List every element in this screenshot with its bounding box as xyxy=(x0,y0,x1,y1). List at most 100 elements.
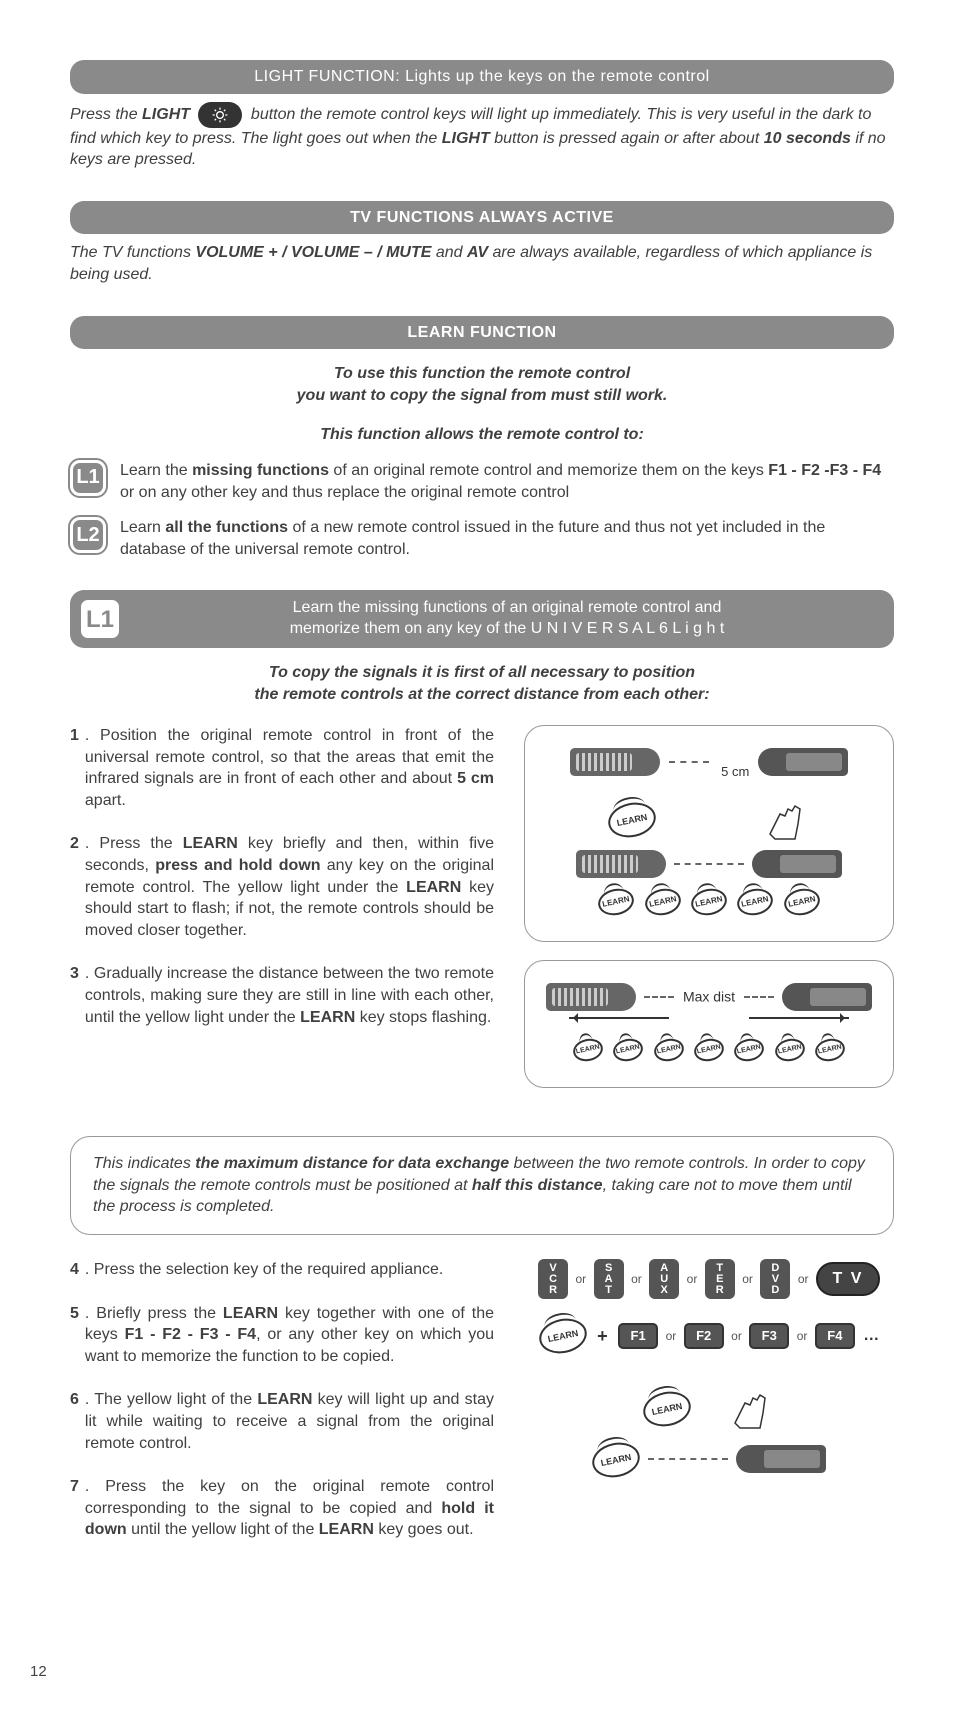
step-num: 4 xyxy=(70,1259,79,1281)
learn-key-icon: LEARN xyxy=(611,1036,645,1064)
dots-text: … xyxy=(863,1327,879,1344)
t: memorize them on any key of the U N I V … xyxy=(290,620,725,637)
learn-function-header: LEARN FUNCTION xyxy=(70,316,894,350)
learn-key-icon: LEARN xyxy=(813,1036,847,1064)
hand-icon xyxy=(725,1383,775,1433)
remote-icon xyxy=(736,1445,826,1473)
t: button is pressed again or after about xyxy=(490,130,764,147)
tv-functions-text: The TV functions VOLUME + / VOLUME – / M… xyxy=(70,242,894,285)
ter-key-icon: TER xyxy=(705,1259,735,1299)
remote-icon xyxy=(782,983,872,1011)
t: Press the xyxy=(70,106,142,123)
learn-key-icon: LEARN xyxy=(536,1314,590,1357)
or-text: or xyxy=(666,1329,677,1343)
t: 5 cm xyxy=(457,770,494,787)
dvd-key-icon: DVD xyxy=(760,1259,790,1299)
learn-key-icon: LEARN xyxy=(782,885,823,918)
learn-key-icon: LEARN xyxy=(735,885,776,918)
tv-functions-header: TV FUNCTIONS ALWAYS ACTIVE xyxy=(70,201,894,235)
t: . Press the selection key of the require… xyxy=(85,1259,443,1281)
f3-key-icon: F3 xyxy=(749,1323,789,1349)
sat-key-icon: SAT xyxy=(594,1259,624,1299)
t: LEARN xyxy=(257,1391,312,1408)
t: To copy the signals it is first of all n… xyxy=(269,664,695,681)
dash-line xyxy=(669,761,709,763)
t: 10 seconds xyxy=(764,130,851,147)
t: LEARN xyxy=(183,835,238,852)
device-select-row: VCR or SAT or AUX or TER or DVD or T V xyxy=(524,1259,894,1299)
t: . Press the key on the original remote c… xyxy=(85,1478,494,1517)
step-num: 3 xyxy=(70,963,79,1028)
diagram-box-1: 5 cm LEARN LEARN LEARN LEARN LEARN LEARN xyxy=(524,725,894,941)
or-text: or xyxy=(798,1272,809,1286)
t: and xyxy=(431,244,467,261)
dash-line xyxy=(644,996,674,998)
t: This indicates xyxy=(93,1155,195,1172)
or-text: or xyxy=(687,1272,698,1286)
learn-key-icon: LEARN xyxy=(596,885,637,918)
remote-icon xyxy=(752,850,842,878)
f4-key-icon: F4 xyxy=(815,1323,855,1349)
learn-key-icon: LEARN xyxy=(773,1036,807,1064)
t: of an original remote control and memori… xyxy=(329,462,768,479)
dash-line xyxy=(744,996,774,998)
t: the remote controls at the correct dista… xyxy=(254,686,709,703)
l1-sub-intro: To copy the signals it is first of all n… xyxy=(70,662,894,705)
t: LEARN xyxy=(223,1305,278,1322)
t: LIGHT xyxy=(142,106,190,123)
learn-key-icon: LEARN xyxy=(571,1036,605,1064)
function-key-row: LEARN + F1 or F2 or F3 or F4 … xyxy=(524,1319,894,1353)
step-7: 7 . Press the key on the original remote… xyxy=(70,1476,494,1541)
tv-key-icon: T V xyxy=(816,1262,880,1296)
dash-line xyxy=(674,863,744,865)
t: LEARN xyxy=(300,1009,355,1026)
t: or on any other key and thus replace the… xyxy=(120,484,569,501)
step-num: 7 xyxy=(70,1476,79,1541)
t: F1 - F2 -F3 - F4 xyxy=(768,462,881,479)
step-num: 2 xyxy=(70,833,79,941)
arrow-line xyxy=(537,1017,881,1027)
step-num: 1 xyxy=(70,725,79,811)
t: To use this function the remote control xyxy=(334,365,630,382)
learn-key-icon: LEARN xyxy=(652,1036,686,1064)
t: apart. xyxy=(85,792,126,809)
t: . The yellow light of the xyxy=(85,1391,257,1408)
step-2: 2 . Press the LEARN key briefly and then… xyxy=(70,833,494,941)
learn-pill-row: LEARN LEARN LEARN LEARN LEARN xyxy=(537,888,881,914)
remote-icon xyxy=(758,748,848,776)
aux-key-icon: AUX xyxy=(649,1259,679,1299)
t: you want to copy the signal from must st… xyxy=(297,387,668,404)
remote-icon xyxy=(546,983,636,1011)
hand-icon xyxy=(760,794,810,844)
t: AV xyxy=(467,244,488,261)
t: key stops flashing. xyxy=(355,1009,491,1026)
or-text: or xyxy=(742,1272,753,1286)
t: Learn xyxy=(120,519,165,536)
five-cm-label: 5 cm xyxy=(721,764,749,779)
l2-badge: L2 xyxy=(70,517,106,553)
learn-key-icon: LEARN xyxy=(689,885,730,918)
learn-key-icon: LEARN xyxy=(732,1036,766,1064)
max-dist-label: Max dist xyxy=(683,988,735,1004)
step-5: 5 . Briefly press the LEARN key together… xyxy=(70,1303,494,1368)
step-num: 5 xyxy=(70,1303,79,1368)
t: F1 - F2 - F3 - F4 xyxy=(125,1326,256,1343)
t: key goes out. xyxy=(374,1521,474,1538)
or-text: or xyxy=(731,1329,742,1343)
t: press and hold down xyxy=(155,857,320,874)
learn-sub-intro: This function allows the remote control … xyxy=(70,424,894,446)
t: LEARN xyxy=(406,879,461,896)
t: The TV functions xyxy=(70,244,195,261)
t: half this distance xyxy=(472,1177,603,1194)
or-text: or xyxy=(631,1272,642,1286)
t: missing functions xyxy=(192,462,329,479)
t: VOLUME + / VOLUME – / MUTE xyxy=(195,244,431,261)
l2-row: L2 Learn all the functions of a new remo… xyxy=(70,517,894,560)
t: . Briefly press the xyxy=(85,1305,223,1322)
t: all the functions xyxy=(165,519,288,536)
step-1: 1 . Position the original remote control… xyxy=(70,725,494,811)
t: LIGHT xyxy=(442,130,490,147)
light-button-icon xyxy=(198,102,242,128)
learn-pill-row: LEARN LEARN LEARN LEARN LEARN LEARN LEAR… xyxy=(537,1037,881,1062)
dash-line xyxy=(648,1458,728,1460)
